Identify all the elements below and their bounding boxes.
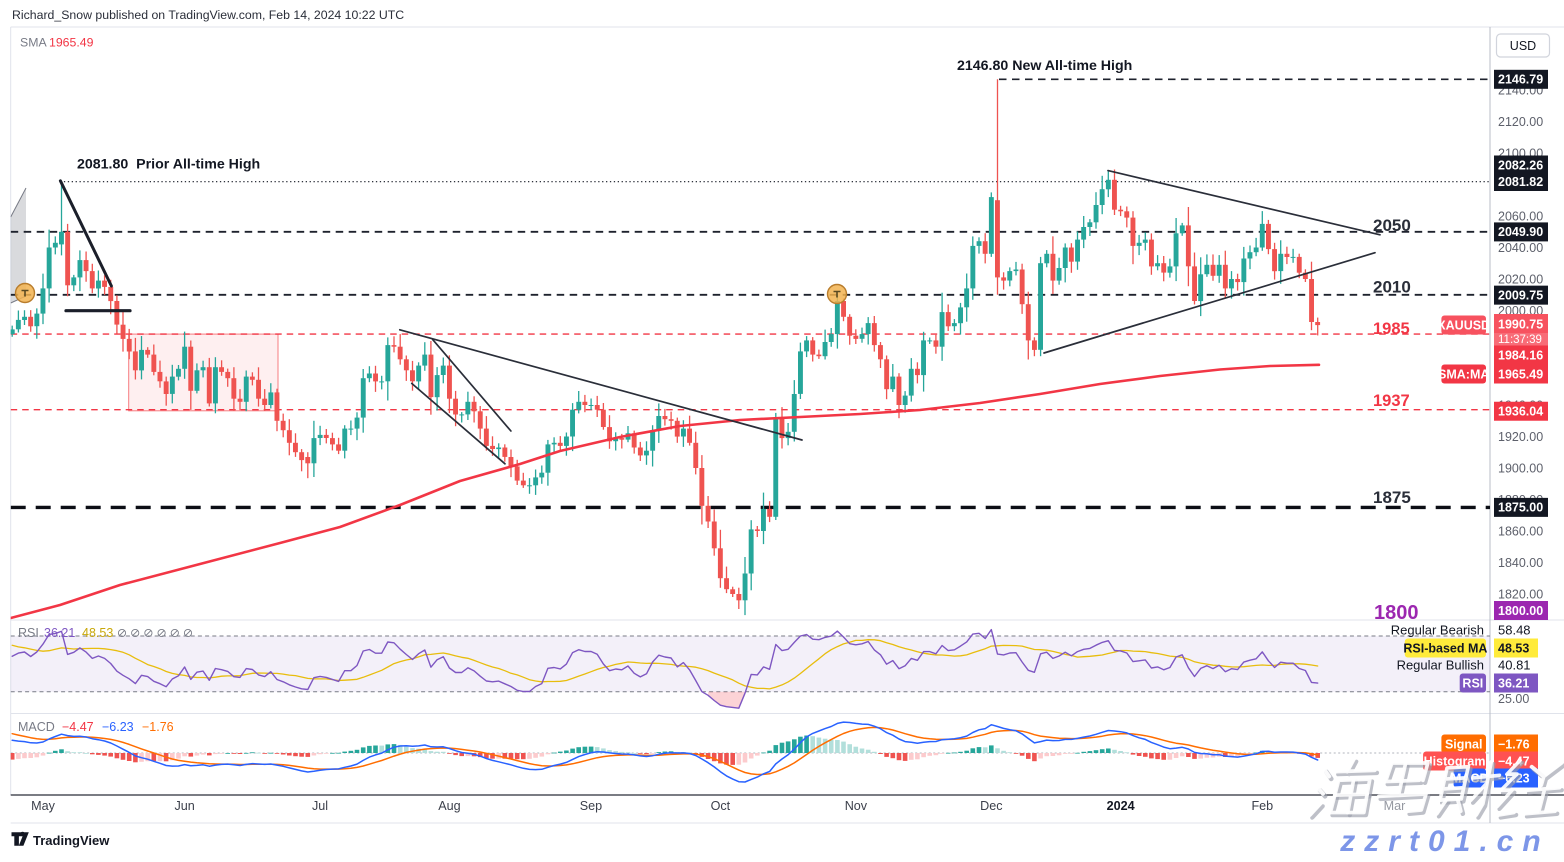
svg-text:2146.79: 2146.79 bbox=[1498, 73, 1543, 87]
svg-text:RSI: RSI bbox=[1462, 676, 1483, 690]
svg-text:2060.00: 2060.00 bbox=[1498, 209, 1543, 223]
svg-text:1875: 1875 bbox=[1373, 488, 1411, 507]
svg-text:Oct: Oct bbox=[711, 799, 731, 813]
svg-text:−1.76: −1.76 bbox=[1498, 737, 1530, 751]
svg-text:Feb: Feb bbox=[1251, 799, 1273, 813]
svg-text:−1.76: −1.76 bbox=[142, 720, 174, 734]
svg-text:XAUUSD: XAUUSD bbox=[1437, 318, 1490, 332]
svg-text:1990.75: 1990.75 bbox=[1498, 318, 1543, 332]
svg-text:1800: 1800 bbox=[1374, 602, 1419, 624]
svg-text:58.48: 58.48 bbox=[1498, 623, 1531, 638]
svg-text:48.53: 48.53 bbox=[1498, 641, 1529, 655]
svg-text:Nov: Nov bbox=[845, 799, 868, 813]
svg-text:zzrt01.cn: zzrt01.cn bbox=[1339, 825, 1549, 857]
svg-text:1840.00: 1840.00 bbox=[1498, 556, 1543, 570]
svg-text:2040.00: 2040.00 bbox=[1498, 241, 1543, 255]
svg-text:1936.04: 1936.04 bbox=[1498, 405, 1543, 419]
svg-text:1875.00: 1875.00 bbox=[1498, 501, 1543, 515]
svg-text:11:37:39: 11:37:39 bbox=[1498, 334, 1542, 346]
svg-text:36.21: 36.21 bbox=[44, 626, 75, 640]
svg-text:2049.90: 2049.90 bbox=[1498, 225, 1543, 239]
svg-text:MACD: MACD bbox=[18, 720, 55, 734]
svg-text:1965.49: 1965.49 bbox=[49, 36, 94, 50]
svg-text:SMA:MA: SMA:MA bbox=[1438, 367, 1489, 381]
svg-text:2082.26: 2082.26 bbox=[1498, 158, 1543, 172]
svg-text:1800.00: 1800.00 bbox=[1498, 604, 1543, 618]
svg-text:1920.00: 1920.00 bbox=[1498, 430, 1543, 444]
svg-text:Signal: Signal bbox=[1445, 737, 1483, 751]
svg-text:Sep: Sep bbox=[580, 799, 602, 813]
svg-text:1900.00: 1900.00 bbox=[1498, 461, 1543, 475]
svg-text:Jul: Jul bbox=[312, 799, 328, 813]
svg-text:RSI: RSI bbox=[18, 626, 39, 640]
svg-text:1937: 1937 bbox=[1373, 392, 1410, 410]
svg-text:2146.80 New All-time High: 2146.80 New All-time High bbox=[957, 58, 1132, 74]
svg-text:USD: USD bbox=[1510, 39, 1536, 53]
svg-text:36.21: 36.21 bbox=[1498, 676, 1529, 690]
svg-text:1860.00: 1860.00 bbox=[1498, 524, 1543, 538]
svg-text:−4.47: −4.47 bbox=[62, 720, 94, 734]
svg-text:RSI-based MA: RSI-based MA bbox=[1403, 641, 1487, 655]
svg-text:1820.00: 1820.00 bbox=[1498, 587, 1543, 601]
svg-text:40.81: 40.81 bbox=[1498, 658, 1531, 673]
svg-text:1985: 1985 bbox=[1373, 320, 1410, 338]
svg-text:2120.00: 2120.00 bbox=[1498, 115, 1543, 129]
svg-text:Aug: Aug bbox=[438, 799, 460, 813]
svg-text:Richard_Snow published on Trad: Richard_Snow published on TradingView.co… bbox=[12, 8, 404, 22]
svg-text:2081.80 Prior All-time High: 2081.80 Prior All-time High bbox=[77, 157, 260, 173]
svg-text:Jun: Jun bbox=[174, 799, 194, 813]
svg-text:Regular Bullish: Regular Bullish bbox=[1397, 658, 1484, 673]
svg-text:SMA: SMA bbox=[20, 36, 47, 50]
svg-text:May: May bbox=[31, 799, 55, 813]
svg-text:1984.16: 1984.16 bbox=[1498, 348, 1543, 362]
svg-text:2050: 2050 bbox=[1373, 216, 1411, 235]
svg-text:48.53: 48.53 bbox=[82, 626, 113, 640]
svg-text:Regular Bearish: Regular Bearish bbox=[1391, 623, 1484, 638]
svg-text:2024: 2024 bbox=[1107, 799, 1135, 813]
svg-text:1965.49: 1965.49 bbox=[1498, 367, 1543, 381]
svg-text:2010: 2010 bbox=[1373, 278, 1411, 297]
svg-text:2009.75: 2009.75 bbox=[1498, 288, 1543, 302]
svg-text:Histogram: Histogram bbox=[1424, 754, 1486, 768]
svg-text:2081.82: 2081.82 bbox=[1498, 175, 1543, 189]
svg-text:Dec: Dec bbox=[980, 799, 1002, 813]
svg-text:Mar: Mar bbox=[1384, 799, 1406, 813]
svg-text:−6.23: −6.23 bbox=[102, 720, 134, 734]
svg-text:25.00: 25.00 bbox=[1498, 692, 1529, 706]
svg-text:2020.00: 2020.00 bbox=[1498, 272, 1543, 286]
svg-text:TradingView: TradingView bbox=[33, 833, 110, 848]
